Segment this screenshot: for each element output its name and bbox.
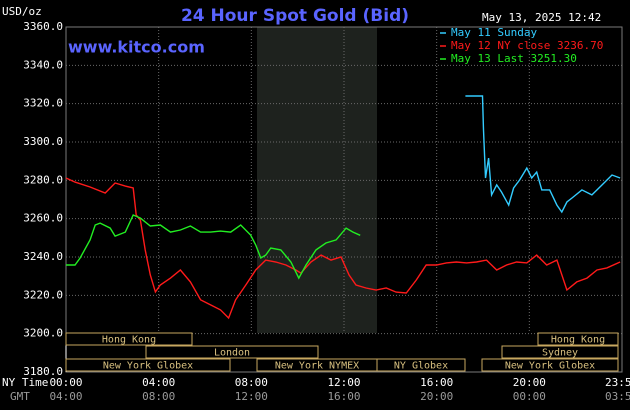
legend-label: May 11 Sunday [451, 26, 537, 39]
series-line [465, 95, 621, 214]
series-line [66, 214, 361, 280]
session-box [501, 345, 619, 359]
x2-tick-label: 03:59 [605, 390, 630, 403]
x-tick-label: 08:00 [235, 376, 268, 389]
y-tick-label: 3340.0 [23, 58, 63, 71]
legend-label: May 12 NY close 3236.70 [451, 39, 603, 52]
session-label: Hong Kong [102, 335, 156, 346]
session-label: Sydney [542, 348, 578, 359]
x2-tick-label: 16:00 [327, 390, 360, 403]
x-tick-label: 04:00 [142, 376, 175, 389]
ticks: 3360.0 3340.0 3320.0 3300.0 3280.0 3260.0 3240… [23, 20, 630, 403]
session-label: New York Globex [103, 361, 193, 372]
y-tick-label: 3260.0 [23, 212, 63, 225]
session-label: New York Globex [505, 361, 595, 372]
y-tick-label: 3300.0 [23, 135, 63, 148]
x2-tick-label: 08:00 [142, 390, 175, 403]
x2-axis-label: GMT [10, 390, 30, 403]
session-label: Hong Kong [551, 335, 605, 346]
lines [65, 95, 621, 320]
plot-frame [65, 26, 623, 373]
y-tick-label: 3180.0 [23, 365, 63, 378]
x-tick-label: 20:00 [513, 376, 546, 389]
chart-title: 24 Hour Spot Gold (Bid) [181, 6, 409, 26]
nymex-band [257, 27, 377, 333]
session-box [537, 332, 619, 346]
x-tick-label: 16:00 [420, 376, 453, 389]
x2-tick-label: 20:00 [420, 390, 453, 403]
sessions: Hong Kong Hong Kong London Sydney New York G… [65, 332, 619, 372]
series-line [65, 177, 621, 320]
session-label: London [214, 348, 250, 359]
y-tick-label: 3200.0 [23, 327, 63, 340]
x-axis-label: NY Time [2, 376, 48, 389]
grid [66, 26, 622, 373]
y-axis-label: USD/oz [2, 5, 42, 18]
x2-tick-label: 04:00 [49, 390, 82, 403]
y-tick-label: 3220.0 [23, 288, 63, 301]
session-label: NY Globex [394, 361, 448, 372]
x2-tick-label: 12:00 [235, 390, 268, 403]
y-tick-label: 3360.0 [23, 20, 63, 33]
source: www.kitco.com [68, 38, 205, 57]
session-label: New York NYMEX [275, 361, 359, 372]
session-box [65, 332, 193, 346]
y-tick-label: 3280.0 [23, 173, 63, 186]
x-tick-label: 12:00 [327, 376, 360, 389]
session-box [376, 358, 466, 372]
x2-tick-label: 00:00 [513, 390, 546, 403]
y-tick-label: 3320.0 [23, 97, 63, 110]
session-box [145, 345, 319, 359]
timestamp: May 13, 2025 12:42 [482, 11, 601, 24]
session-box [481, 358, 619, 372]
legend-label: May 13 Last 3251.30 [451, 52, 577, 65]
session-box [65, 358, 231, 372]
y-tick-label: 3240.0 [23, 250, 63, 263]
x-tick-label: 00:00 [49, 376, 82, 389]
x-tick-label: 23:59 [605, 376, 630, 389]
